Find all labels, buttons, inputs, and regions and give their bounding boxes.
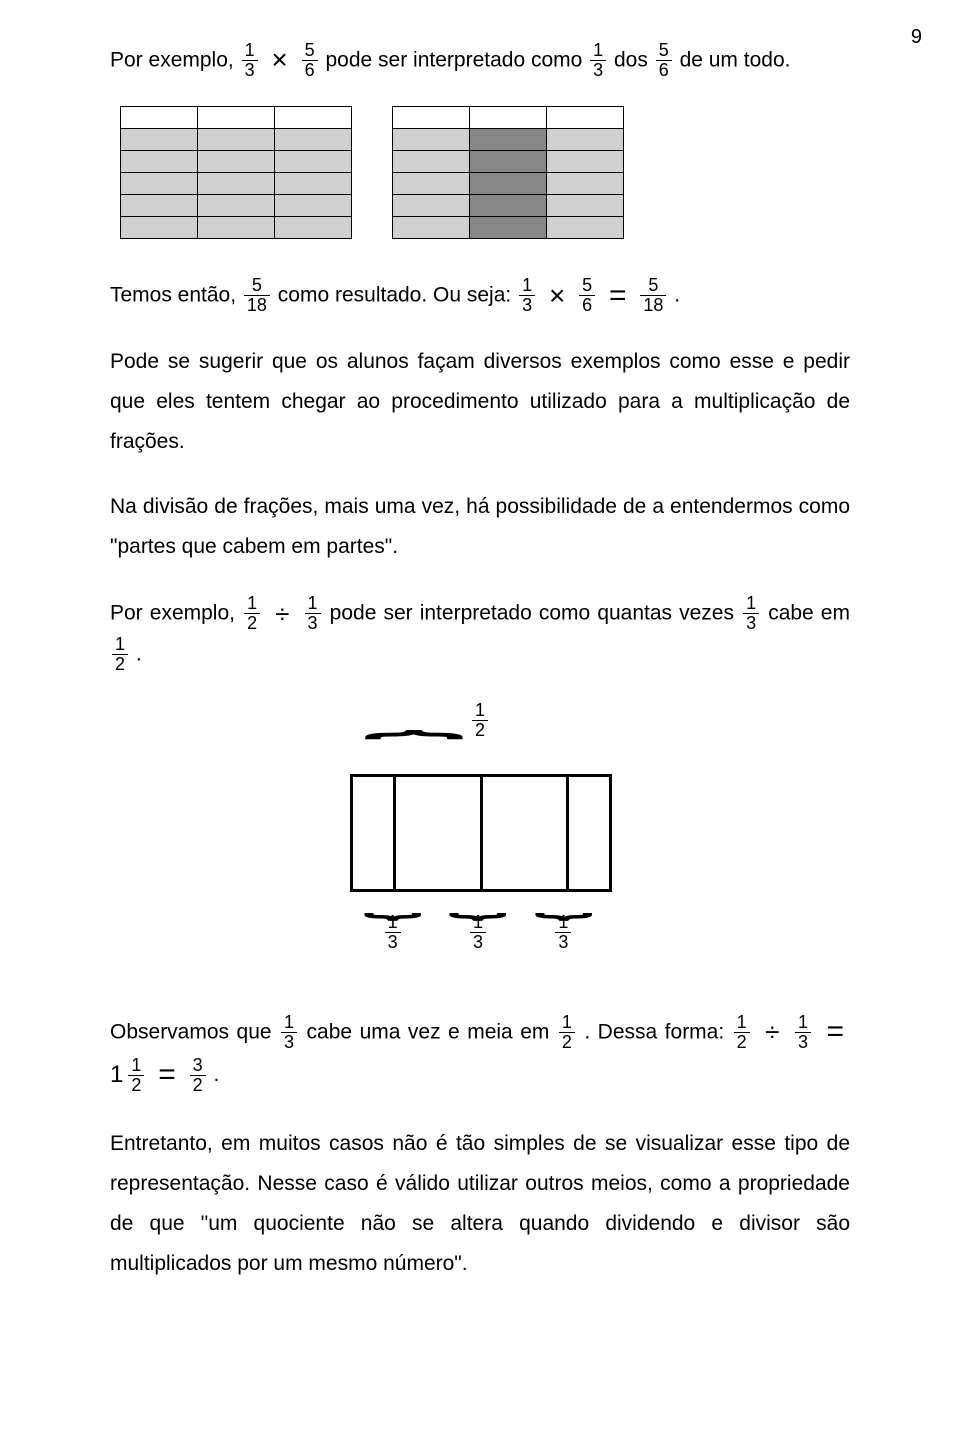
divide-icon: ÷ (759, 1019, 785, 1045)
grid-cell (198, 129, 275, 151)
fraction: 12 (110, 635, 130, 674)
text: Por exemplo, (110, 602, 242, 625)
grid-cell (198, 195, 275, 217)
text: como resultado. Ou seja: (278, 284, 517, 307)
grid-cell (393, 217, 470, 239)
equals-icon: = (820, 1017, 850, 1047)
grid-cell (547, 217, 624, 239)
text: Temos então, (110, 284, 242, 307)
fraction: 56 (654, 41, 674, 80)
text: pode ser interpretado como quantas vezes (330, 602, 741, 625)
grid-cell (393, 173, 470, 195)
grid-cell (470, 129, 547, 151)
divide-icon: ÷ (269, 601, 295, 627)
text: pode ser interpretado como (325, 49, 588, 72)
figure-boxes (350, 774, 612, 892)
grid-cell (547, 129, 624, 151)
grid-cell (198, 107, 275, 129)
text: Observamos que (110, 1021, 279, 1044)
grid-cell (121, 217, 198, 239)
brace-top-icon: ⏞ (209, 742, 619, 760)
paragraph-2: Temos então, 518 como resultado. Ou seja… (110, 275, 850, 315)
paragraph-3: Pode se sugerir que os alunos façam dive… (110, 342, 850, 462)
paragraph-5: Por exemplo, 12 ÷ 13 pode ser interpreta… (110, 593, 850, 674)
fraction: 12 (732, 1013, 752, 1052)
fraction: 32 (188, 1056, 208, 1095)
paragraph-6: Observamos que 13 cabe uma vez e meia em… (110, 1012, 850, 1098)
grid-cell (547, 107, 624, 129)
paragraph-7: Entretanto, em muitos casos não é tão si… (110, 1124, 850, 1284)
grid-cell (275, 151, 352, 173)
grid-cell (275, 217, 352, 239)
page-number: 9 (911, 18, 922, 56)
grid-cell (547, 151, 624, 173)
grid-cell (275, 107, 352, 129)
mixed-number: 1 12 (110, 1052, 146, 1098)
grid-cell (121, 129, 198, 151)
times-icon: × (265, 46, 293, 74)
fraction: 56 (300, 41, 320, 80)
grid-cell (470, 151, 547, 173)
text: Por exemplo, (110, 49, 240, 72)
grid-cell (275, 129, 352, 151)
grid-cell (198, 151, 275, 173)
grid-cell (470, 217, 547, 239)
brace-bottom-row: ⏟ ⏟ ⏟ (350, 890, 606, 912)
fraction: 13 (741, 594, 761, 633)
paragraph-1: Por exemplo, 13 × 56 pode ser interpreta… (110, 40, 850, 80)
fraction: 56 (577, 276, 597, 315)
grid-cell (121, 195, 198, 217)
grid-cell (121, 151, 198, 173)
text: . Dessa forma: (584, 1021, 731, 1044)
division-figure: 12 ⏞ ⏟ ⏟ ⏟ 13 13 13 (110, 700, 850, 960)
grid-cell (393, 195, 470, 217)
paragraph-4: Na divisão de frações, mais uma vez, há … (110, 487, 850, 567)
grid-cell (121, 107, 198, 129)
grid-cell (275, 173, 352, 195)
grid-cell (547, 173, 624, 195)
text: de um todo. (680, 49, 791, 72)
figure-bottom-labels: 13 13 13 (350, 912, 606, 952)
fraction: 13 (240, 41, 260, 80)
text: . (213, 1063, 219, 1086)
text: cabe em (768, 602, 850, 625)
fraction: 13 (588, 41, 608, 80)
fraction: 518 (638, 276, 668, 315)
grid-left (120, 106, 352, 239)
grid-cell (470, 195, 547, 217)
grid-cell (393, 129, 470, 151)
equals-icon: = (603, 281, 633, 311)
text: . (136, 642, 142, 665)
fraction: 12 (557, 1013, 577, 1052)
brace-bottom-icon: ⏟ (474, 893, 653, 908)
text: dos (614, 49, 654, 72)
grid-cell (275, 195, 352, 217)
grid-cell (470, 107, 547, 129)
text: . (674, 284, 680, 307)
text: cabe uma vez e meia em (307, 1021, 557, 1044)
fraction-grids (110, 106, 850, 239)
page: 9 Por exemplo, 13 × 56 pode ser interpre… (0, 0, 960, 1370)
fraction: 13 (793, 1013, 813, 1052)
grid-cell (393, 151, 470, 173)
fraction: 13 (279, 1013, 299, 1052)
equals-icon: = (152, 1060, 182, 1090)
grid-cell (198, 217, 275, 239)
grid-cell (470, 173, 547, 195)
fraction: 12 (242, 594, 262, 633)
fraction: 13 (517, 276, 537, 315)
fraction: 518 (242, 276, 272, 315)
grid-cell (393, 107, 470, 129)
grid-cell (121, 173, 198, 195)
grid-cell (198, 173, 275, 195)
fraction: 13 (303, 594, 323, 633)
grid-right (392, 106, 624, 239)
grid-cell (547, 195, 624, 217)
times-icon: × (543, 282, 571, 310)
